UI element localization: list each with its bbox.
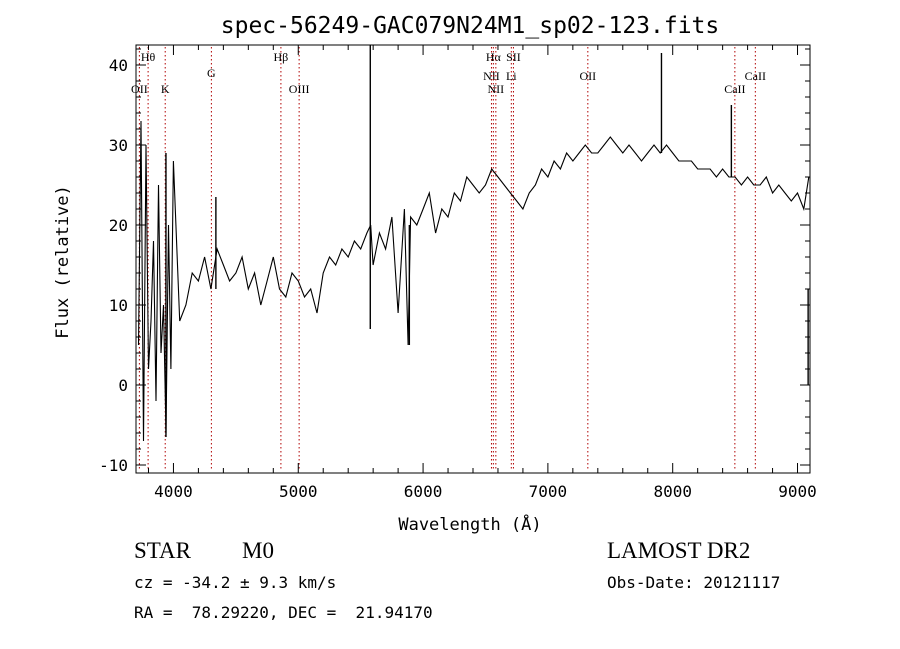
spectral-line-label: CaII bbox=[745, 69, 766, 83]
x-tick-label: 5000 bbox=[279, 482, 318, 501]
redshift-readout: cz = -34.2 ± 9.3 km/s bbox=[134, 573, 337, 592]
x-tick-label: 4000 bbox=[154, 482, 193, 501]
coordinates: RA = 78.29220, DEC = 21.94170 bbox=[134, 603, 433, 622]
x-tick-label: 8000 bbox=[653, 482, 692, 501]
spectral-line-label: Hα bbox=[486, 50, 502, 64]
y-tick-label: 10 bbox=[109, 296, 128, 315]
survey-label: LAMOST DR2 bbox=[607, 538, 751, 563]
x-tick-label: 7000 bbox=[529, 482, 568, 501]
subclass-label: M0 bbox=[242, 538, 274, 563]
spectral-line-label: OIII bbox=[289, 82, 310, 96]
spectral-line-label: G bbox=[207, 66, 216, 80]
y-axis-label: Flux (relative) bbox=[53, 185, 73, 339]
spectral-line-label: OII bbox=[579, 69, 596, 83]
y-tick-label: 0 bbox=[118, 376, 128, 395]
y-tick-label: 40 bbox=[109, 56, 128, 75]
spectral-line-label: CaII bbox=[724, 82, 745, 96]
spectral-line-label: SII bbox=[506, 50, 521, 64]
spectral-line-label: NII bbox=[488, 82, 505, 96]
chart-title: spec-56249-GAC079N24M1_sp02-123.fits bbox=[221, 13, 720, 39]
spectral-line-label: Li bbox=[506, 69, 517, 83]
obs-date: Obs-Date: 20121117 bbox=[607, 573, 781, 592]
y-tick-label: 20 bbox=[109, 216, 128, 235]
x-axis-label: Wavelength (Å) bbox=[398, 513, 541, 535]
class-label: STAR bbox=[134, 538, 191, 563]
spectrum-line bbox=[137, 120, 810, 442]
spectral-line-label: Hθ bbox=[141, 50, 156, 64]
axes: 4000 5000 6000 7000 8000 9000 -10 0 10 20 30 40 bbox=[99, 44, 817, 501]
spectral-line-label: Hβ bbox=[274, 50, 289, 64]
y-tick-label: -10 bbox=[99, 456, 128, 475]
spectrum-series bbox=[137, 45, 810, 442]
spectral-line-label: K bbox=[161, 82, 170, 96]
y-tick-label: 30 bbox=[109, 136, 128, 155]
spectral-line-label: OII bbox=[131, 82, 148, 96]
x-tick-label: 6000 bbox=[404, 482, 443, 501]
plot-frame bbox=[135, 44, 811, 474]
x-tick-label: 9000 bbox=[778, 482, 817, 501]
